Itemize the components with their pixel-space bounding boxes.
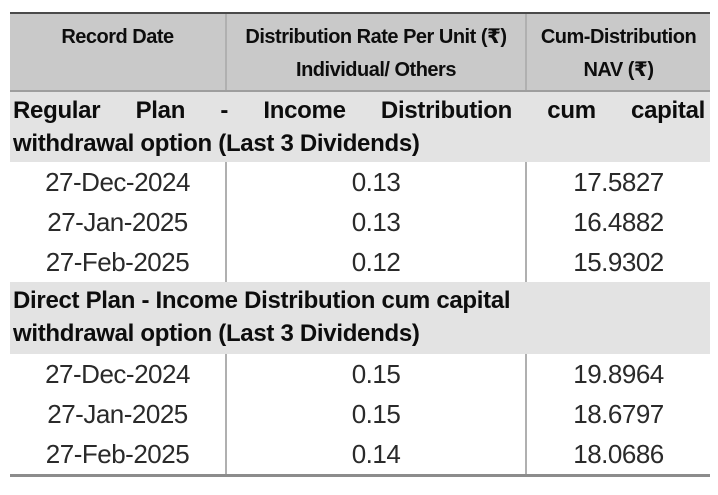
header-record-date: Record Date	[10, 14, 227, 90]
section-direct-title-line2: withdrawal option (Last 3 Dividends)	[13, 320, 420, 347]
nav-cell: 18.0686	[573, 438, 664, 469]
dividend-table: Record Date Distribution Rate Per Unit (…	[10, 12, 710, 477]
rate-cell: 0.15	[227, 394, 527, 434]
header-distribution-rate-line2: Individual/ Others	[296, 59, 456, 81]
section-direct-title-line1: Direct Plan - Income Distribution cum ca…	[13, 287, 511, 314]
section-regular-title-line1: Regular Plan - Income Distribution cum c…	[13, 97, 705, 124]
nav-cell: 16.4882	[573, 206, 664, 237]
table-row: 27-Jan-2025 0.15 18.6797	[10, 394, 710, 434]
rate-cell: 0.13	[227, 202, 527, 242]
rate-cell: 0.15	[227, 354, 527, 394]
direct-plan-rows: 27-Dec-2024 0.15 19.8964 27-Jan-2025 0.1…	[10, 354, 710, 474]
table-header-row: Record Date Distribution Rate Per Unit (…	[10, 14, 710, 92]
header-cum-distribution-line2: NAV (₹)	[583, 59, 654, 81]
table-row: 27-Dec-2024 0.13 17.5827	[10, 162, 710, 202]
record-date-cell: 27-Feb-2025	[10, 242, 227, 282]
record-date-cell: 27-Dec-2024	[10, 354, 227, 394]
table-row: 27-Feb-2025 0.12 15.9302	[10, 242, 710, 282]
header-distribution-rate-line1: Distribution Rate Per Unit (₹)	[245, 26, 507, 48]
header-distribution-rate: Distribution Rate Per Unit (₹) Individua…	[227, 14, 527, 90]
record-date-cell: 27-Feb-2025	[10, 434, 227, 474]
record-date-cell: 27-Jan-2025	[10, 394, 227, 434]
record-date-cell: 27-Dec-2024	[10, 162, 227, 202]
section-title-regular-plan: Regular Plan - Income Distribution cum c…	[10, 92, 710, 162]
nav-cell: 15.9302	[573, 246, 664, 277]
nav-cell: 17.5827	[573, 166, 664, 197]
rate-cell: 0.14	[227, 434, 527, 474]
nav-cell: 19.8964	[573, 358, 664, 389]
header-cum-distribution-nav: Cum-Distribution NAV (₹)	[527, 14, 710, 90]
nav-cell: 18.6797	[573, 398, 664, 429]
section-regular-title-line2: withdrawal option (Last 3 Dividends)	[13, 130, 420, 157]
rate-cell: 0.12	[227, 242, 527, 282]
header-cum-distribution-line1: Cum-Distribution	[540, 26, 697, 48]
table-row: 27-Dec-2024 0.15 19.8964	[10, 354, 710, 394]
record-date-cell: 27-Jan-2025	[10, 202, 227, 242]
regular-plan-rows: 27-Dec-2024 0.13 17.5827 27-Jan-2025 0.1…	[10, 162, 710, 282]
header-record-date-label: Record Date	[61, 26, 174, 48]
table-row: 27-Jan-2025 0.13 16.4882	[10, 202, 710, 242]
section-title-direct-plan: Direct Plan - Income Distribution cum ca…	[10, 282, 710, 354]
table-row: 27-Feb-2025 0.14 18.0686	[10, 434, 710, 474]
rate-cell: 0.13	[227, 162, 527, 202]
